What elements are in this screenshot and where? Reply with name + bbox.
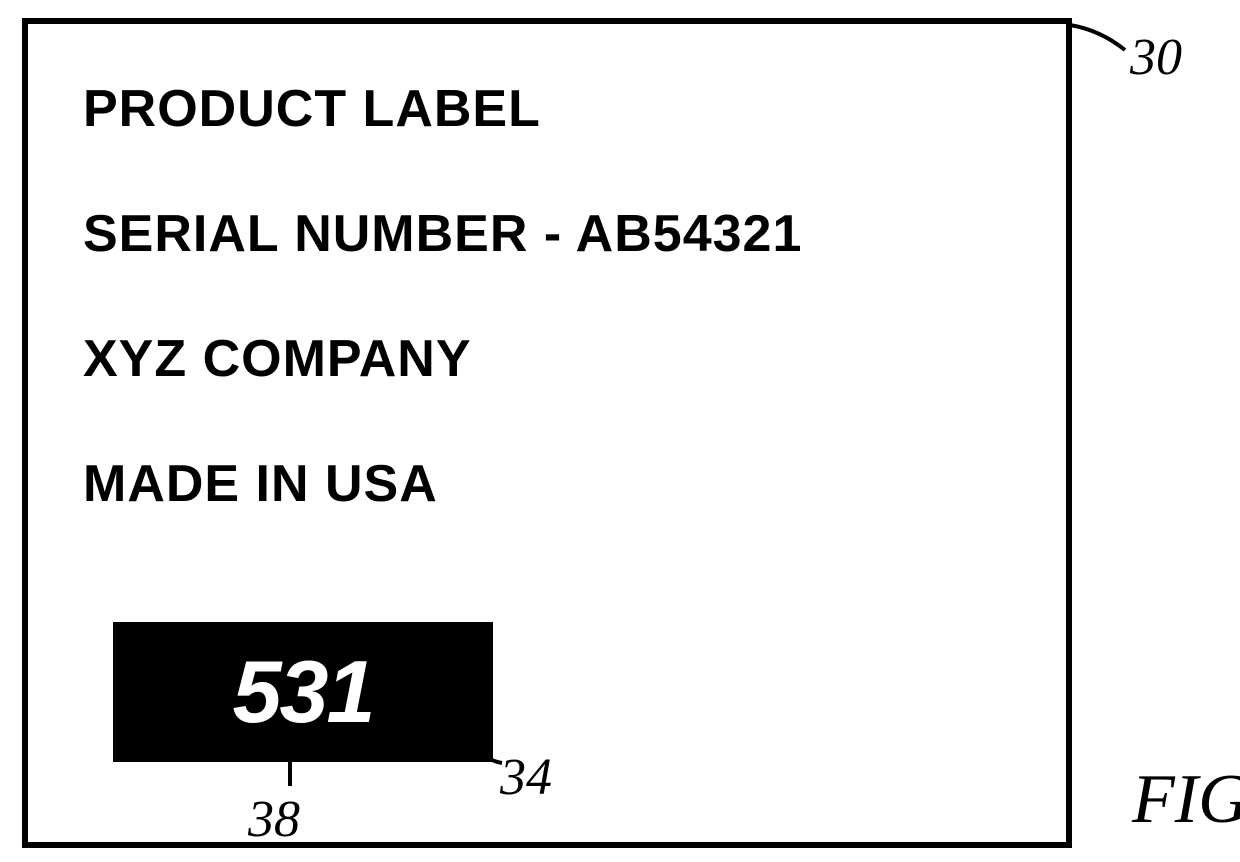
product-label-box: PRODUCT LABEL SERIAL NUMBER - AB54321 XY… <box>22 18 1072 848</box>
label-title: PRODUCT LABEL <box>83 79 541 139</box>
label-serial: SERIAL NUMBER - AB54321 <box>83 204 802 264</box>
label-company: XYZ COMPANY <box>83 329 472 389</box>
callout-38: 38 <box>248 790 300 849</box>
code-value: 531 <box>233 641 374 743</box>
callout-30: 30 <box>1130 28 1182 87</box>
label-origin: MADE IN USA <box>83 454 438 514</box>
figure-label: FIG <box>1132 760 1240 840</box>
code-box: 531 <box>113 622 493 762</box>
callout-34: 34 <box>500 748 552 807</box>
